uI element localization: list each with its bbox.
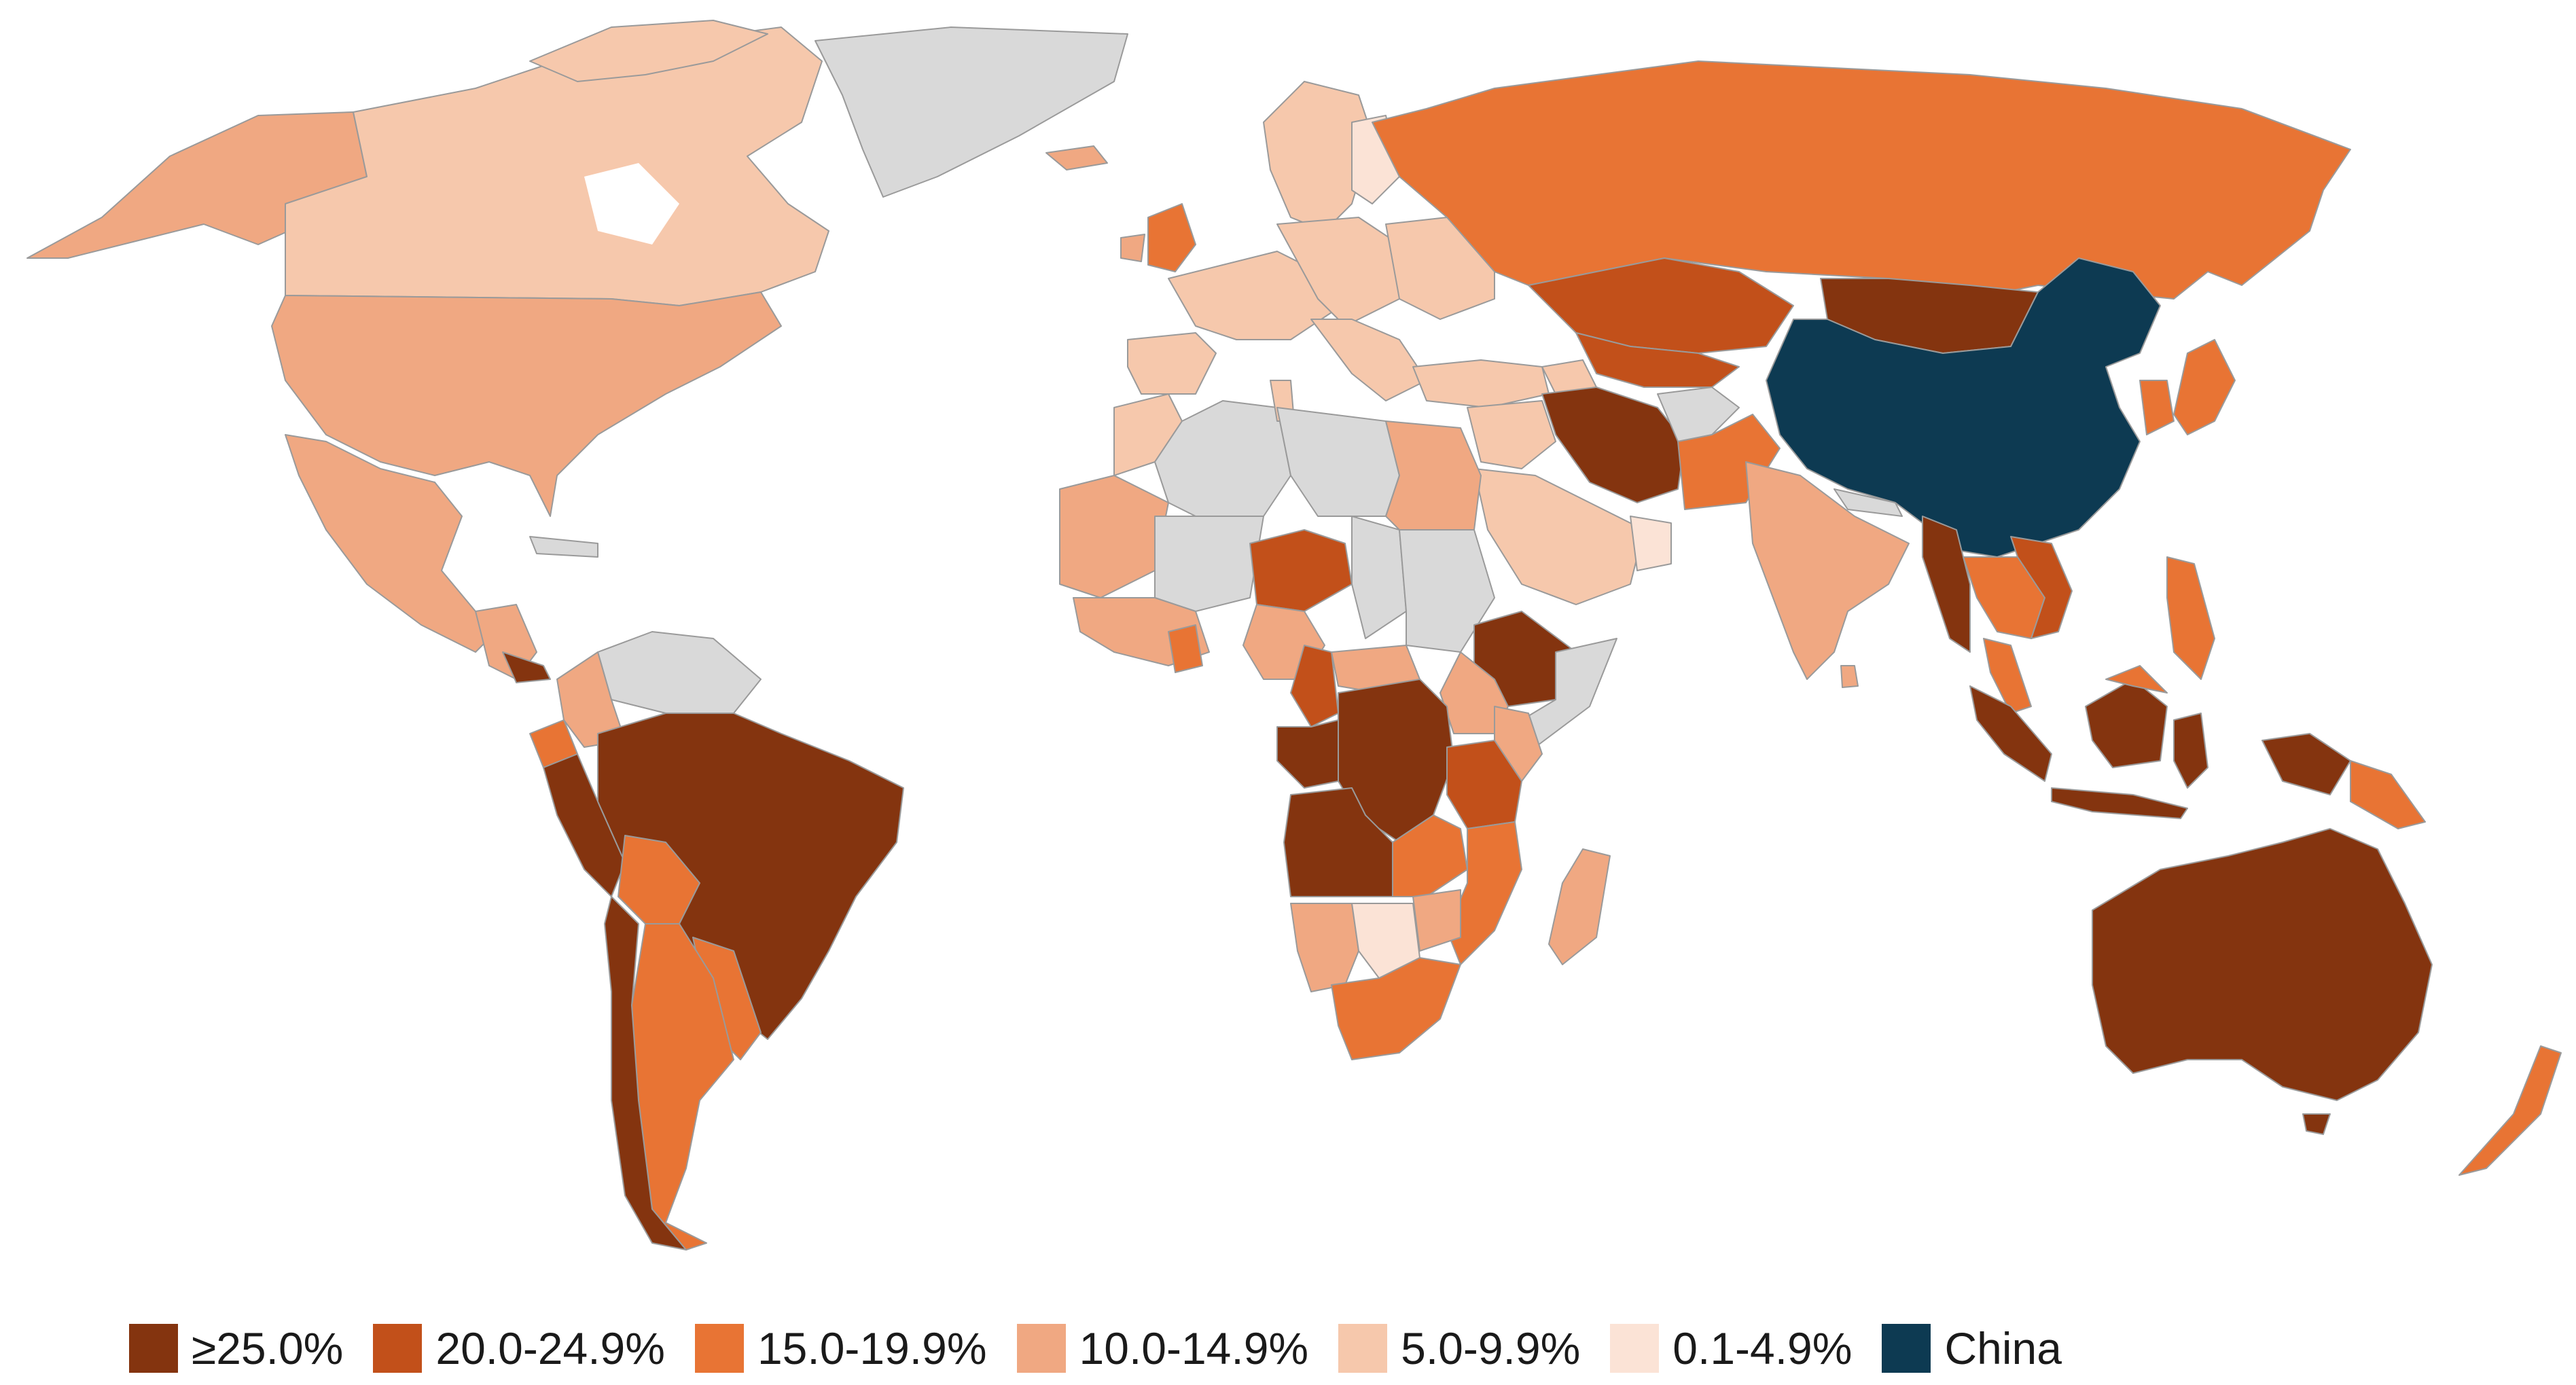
region-laos-vietnam bbox=[2010, 536, 2073, 639]
region-madagascar bbox=[1548, 848, 1611, 965]
legend-swatch bbox=[1016, 1324, 1066, 1373]
region-sumatra bbox=[1969, 685, 2052, 782]
region-hudson-bay bbox=[584, 163, 679, 245]
region-canadian-arctic bbox=[529, 20, 768, 82]
region-png bbox=[2350, 760, 2426, 829]
region-tasmania bbox=[2302, 1113, 2331, 1135]
region-iraq-syria bbox=[1467, 400, 1556, 469]
legend-label: 10.0-14.9% bbox=[1079, 1323, 1309, 1373]
legend-item: 0.1-4.9% bbox=[1610, 1323, 1852, 1374]
region-java bbox=[2051, 787, 2188, 819]
legend-swatch bbox=[1610, 1324, 1660, 1373]
region-chile bbox=[604, 896, 687, 1251]
region-india bbox=[1745, 461, 1910, 680]
legend-swatch bbox=[1338, 1324, 1388, 1373]
legend-swatch bbox=[1882, 1324, 1931, 1373]
region-egypt bbox=[1385, 420, 1482, 530]
region-mozambique bbox=[1446, 821, 1522, 965]
legend: ≥25.0% 20.0-24.9% 15.0-19.9% 10.0-14.9% 5.0-… bbox=[129, 1318, 2092, 1379]
region-libya bbox=[1276, 407, 1400, 517]
legend-item: 5.0-9.9% bbox=[1338, 1323, 1580, 1374]
legend-item: 20.0-24.9% bbox=[373, 1323, 665, 1374]
region-mauritania-west bbox=[1059, 475, 1169, 598]
region-venezuela-guianas bbox=[597, 631, 762, 714]
region-uk bbox=[1147, 203, 1196, 272]
region-gabon-congo bbox=[1276, 719, 1339, 789]
region-italy-balkans bbox=[1310, 319, 1427, 401]
legend-item: ≥25.0% bbox=[129, 1323, 343, 1374]
region-china bbox=[1766, 257, 2161, 558]
legend-swatch bbox=[373, 1324, 423, 1373]
region-ireland bbox=[1120, 234, 1145, 262]
legend-item: 10.0-14.9% bbox=[1016, 1323, 1309, 1374]
legend-label: 15.0-19.9% bbox=[757, 1323, 987, 1373]
legend-item: 15.0-19.9% bbox=[694, 1323, 987, 1374]
region-korea bbox=[2139, 380, 2175, 435]
region-australia bbox=[2092, 828, 2433, 1101]
region-cameroon bbox=[1290, 645, 1339, 727]
region-malay-peninsula bbox=[1983, 638, 2032, 714]
legend-swatch bbox=[129, 1324, 178, 1373]
legend-label: China bbox=[1944, 1323, 2062, 1373]
region-borneo bbox=[2085, 679, 2168, 768]
region-central-asia-stans bbox=[1575, 332, 1740, 388]
region-namibia bbox=[1290, 903, 1359, 992]
legend-label: 0.1-4.9% bbox=[1672, 1323, 1853, 1373]
region-new-zealand bbox=[2458, 1045, 2562, 1176]
region-sri-lanka bbox=[1840, 665, 1859, 688]
region-kenya bbox=[1494, 706, 1543, 782]
region-ghana-cote-divoire bbox=[1168, 624, 1203, 673]
region-new-guinea bbox=[2261, 733, 2351, 795]
region-malaysia-borneo bbox=[2105, 665, 2168, 694]
region-scandinavia bbox=[1263, 81, 1373, 232]
region-arabian-peninsula bbox=[1473, 468, 1645, 605]
legend-item: China bbox=[1882, 1323, 2062, 1374]
legend-label: 20.0-24.9% bbox=[435, 1323, 665, 1373]
legend-swatch bbox=[694, 1324, 744, 1373]
region-philippines bbox=[2166, 556, 2215, 680]
region-zimbabwe bbox=[1412, 889, 1461, 952]
region-iberia bbox=[1127, 332, 1217, 395]
region-turkey bbox=[1412, 359, 1550, 408]
region-sulawesi bbox=[2173, 713, 2208, 789]
region-nepal-bhutan bbox=[1833, 488, 1903, 517]
region-united-states bbox=[271, 291, 782, 517]
legend-label: 5.0-9.9% bbox=[1401, 1323, 1581, 1373]
region-niger bbox=[1249, 529, 1353, 612]
region-caribbean bbox=[529, 536, 598, 558]
region-afghanistan bbox=[1657, 386, 1740, 442]
region-mali bbox=[1154, 516, 1264, 612]
region-oman-uae bbox=[1630, 516, 1672, 571]
region-russia bbox=[1372, 60, 2351, 300]
region-iceland bbox=[1045, 145, 1108, 170]
world-map bbox=[26, 20, 2562, 1251]
region-peru bbox=[543, 753, 626, 897]
region-costa-rica-panama bbox=[502, 651, 551, 683]
region-greenland bbox=[815, 26, 1128, 198]
region-iran bbox=[1541, 386, 1685, 503]
region-myanmar bbox=[1922, 516, 1971, 653]
legend-label: ≥25.0% bbox=[192, 1323, 344, 1373]
region-south-africa bbox=[1331, 957, 1461, 1060]
region-japan bbox=[2173, 339, 2236, 435]
region-chad bbox=[1351, 516, 1407, 639]
